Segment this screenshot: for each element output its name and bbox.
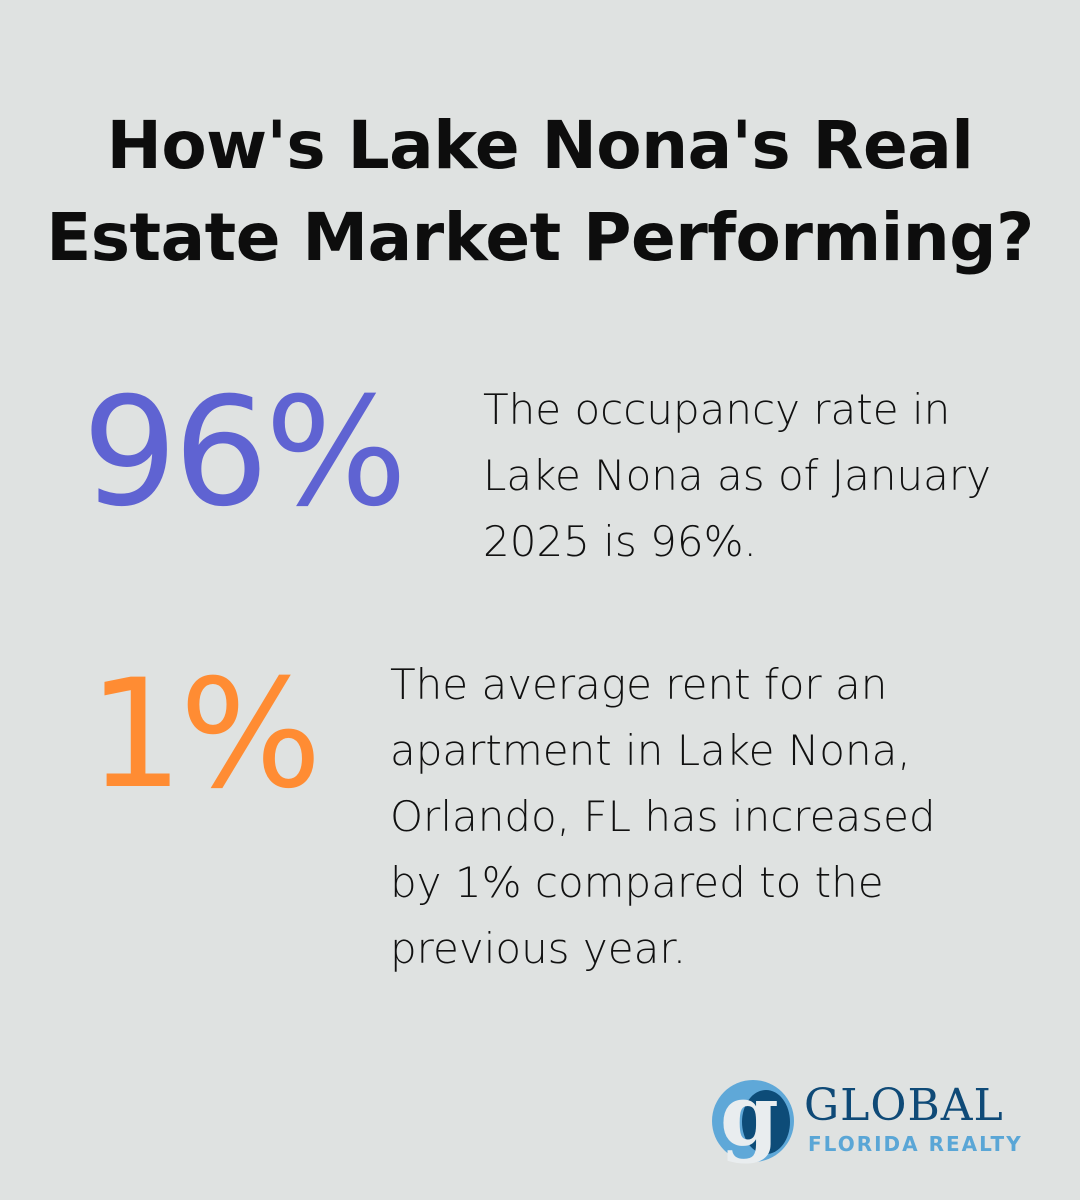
stat-rent-increase-description: The average rent for an apartment in Lak… bbox=[390, 652, 990, 982]
desc-line: apartment in Lake Nona, bbox=[390, 726, 911, 775]
logo-tagline: FLORIDA REALTY bbox=[808, 1132, 1023, 1156]
title-line-1: How's Lake Nona's Real bbox=[106, 107, 974, 184]
desc-line: Orlando, FL has increased bbox=[390, 792, 936, 841]
logo-wordmark: GLOBAL bbox=[804, 1080, 1004, 1131]
global-florida-realty-logo: g GLOBAL FLORIDA REALTY bbox=[712, 1074, 1042, 1164]
stat-rent-increase-value: 1% bbox=[88, 648, 322, 822]
stat-occupancy-value: 96% bbox=[82, 366, 407, 540]
desc-line: by 1% compared to the bbox=[390, 858, 884, 907]
logo-g-icon: g bbox=[712, 1074, 794, 1162]
desc-line: 2025 is 96%. bbox=[483, 517, 757, 566]
title-line-2: Estate Market Performing? bbox=[46, 199, 1034, 276]
desc-line: The occupancy rate in bbox=[483, 385, 951, 434]
page-title: How's Lake Nona's Real Estate Market Per… bbox=[0, 100, 1080, 284]
desc-line: previous year. bbox=[390, 924, 687, 973]
stat-occupancy-description: The occupancy rate in Lake Nona as of Ja… bbox=[483, 377, 1043, 575]
desc-line: The average rent for an bbox=[390, 660, 888, 709]
logo-g-letter: g bbox=[720, 1066, 779, 1165]
desc-line: Lake Nona as of January bbox=[483, 451, 991, 500]
